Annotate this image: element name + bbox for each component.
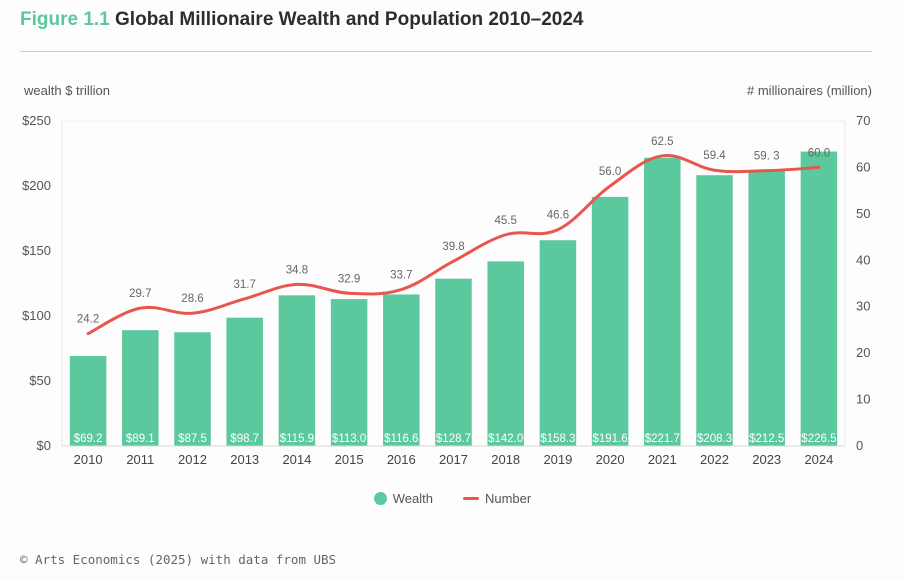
x-tick-label: 2024 [804,452,833,467]
bar [435,278,472,446]
line-value-label: 28.6 [181,293,203,305]
right-axis-label: # millionaires (million) [747,83,872,98]
right-tick-label: 50 [856,206,870,221]
combo-chart: $0 $50 $100 $150 $200 $250 0 10 20 30 40 50 60 70 $69.… [22,113,870,467]
wealth-swatch [373,492,387,505]
right-tick-label: 20 [856,345,870,360]
bar [696,175,733,446]
line-value-label: 32.9 [338,273,360,285]
x-tick-label: 2021 [648,452,677,467]
bar-value-label: $115.9 [280,433,314,445]
bar-value-label: $128.7 [436,433,471,445]
line-value-label: 62.5 [651,136,673,148]
right-tick-label: 70 [856,113,870,128]
left-tick-label: $50 [29,373,51,388]
x-tick-label: 2012 [178,452,207,467]
bar-value-label: $158.3 [540,433,575,445]
bar [383,294,420,446]
line-value-label: 33.7 [390,270,412,282]
x-tick-label: 2011 [126,452,154,467]
number-swatch [462,497,479,500]
x-tick-label: 2023 [752,452,781,467]
x-tick-label: 2010 [74,452,103,467]
legend-item-wealth: Wealth [373,491,433,506]
figure-title: Global Millionaire Wealth and Population… [115,9,584,30]
bar [174,332,211,446]
bar [487,261,524,446]
bar [330,299,368,446]
line-value-label: 56.0 [599,166,621,178]
bar-value-label: $116.6 [384,433,418,445]
legend-item-number: Number [462,491,532,506]
bar-value-label: $226.5 [801,433,836,445]
source-note: © Arts Economics (2025) with data from U… [20,552,337,567]
line-value-label: 39.8 [442,241,464,253]
x-tick-label: 2019 [543,452,572,467]
right-tick-label: 10 [856,392,870,407]
bar-value-label: $89.1 [126,433,155,445]
line-value-label: 46.6 [547,210,569,222]
left-tick-label: $200 [22,178,51,193]
left-axis-label: wealth $ trillion [24,83,110,98]
bar-value-label: $98.7 [230,433,259,445]
bar-value-label: $212.5 [749,433,784,445]
x-tick-label: 2016 [387,452,416,467]
line-value-label: 34.8 [286,264,308,276]
line-value-label: 59.4 [703,150,726,162]
line-value-label: 24.2 [77,314,99,326]
bar [69,356,107,446]
right-tick-label: 40 [856,252,870,267]
figure-label: Figure 1.1 [20,9,110,30]
bar-value-label: $208.3 [697,433,732,445]
left-tick-label: $0 [37,438,51,453]
bar [226,317,263,446]
bar [278,295,316,446]
number-series-line [86,154,821,336]
x-tick-label: 2013 [230,452,259,467]
bar-value-label: $142.0 [488,433,523,445]
bar-value-label: $191.6 [593,433,628,445]
right-tick-label: 30 [856,299,870,314]
left-tick-label: $100 [22,308,51,323]
bar-value-label: $69.2 [74,433,103,445]
line-value-label: 29.7 [129,288,151,300]
bar-value-label: $113.0 [332,433,366,445]
bar [539,240,577,446]
x-tick-label: 2018 [491,452,520,467]
right-tick-label: 60 [856,159,870,174]
bar-value-label: $221.7 [645,433,680,445]
x-tick-label: 2015 [335,452,364,467]
legend-label-wealth: Wealth [392,491,433,506]
line-value-label: 60.0 [808,147,830,159]
legend: Wealth Number [0,491,905,506]
line-value-label: 31.7 [234,279,256,291]
x-tick-label: 2020 [596,452,625,467]
line-value-label: 59. 3 [754,151,780,163]
chart-title: Figure 1.1 Global Millionaire Wealth and… [20,9,583,31]
x-tick-label: 2022 [700,452,729,467]
legend-label-number: Number [484,491,532,506]
bar [800,151,838,447]
left-tick-label: $250 [22,113,51,128]
bar [591,196,629,446]
bar-value-label: $87.5 [178,433,207,445]
line-value-label: 45.5 [495,215,517,227]
title-divider [20,51,872,52]
x-tick-label: 2014 [282,452,311,467]
x-tick-label: 2017 [439,452,468,467]
left-tick-label: $150 [22,243,51,258]
bar [122,330,159,446]
right-tick-label: 0 [856,438,863,453]
bar [748,169,785,446]
bar [644,157,681,447]
